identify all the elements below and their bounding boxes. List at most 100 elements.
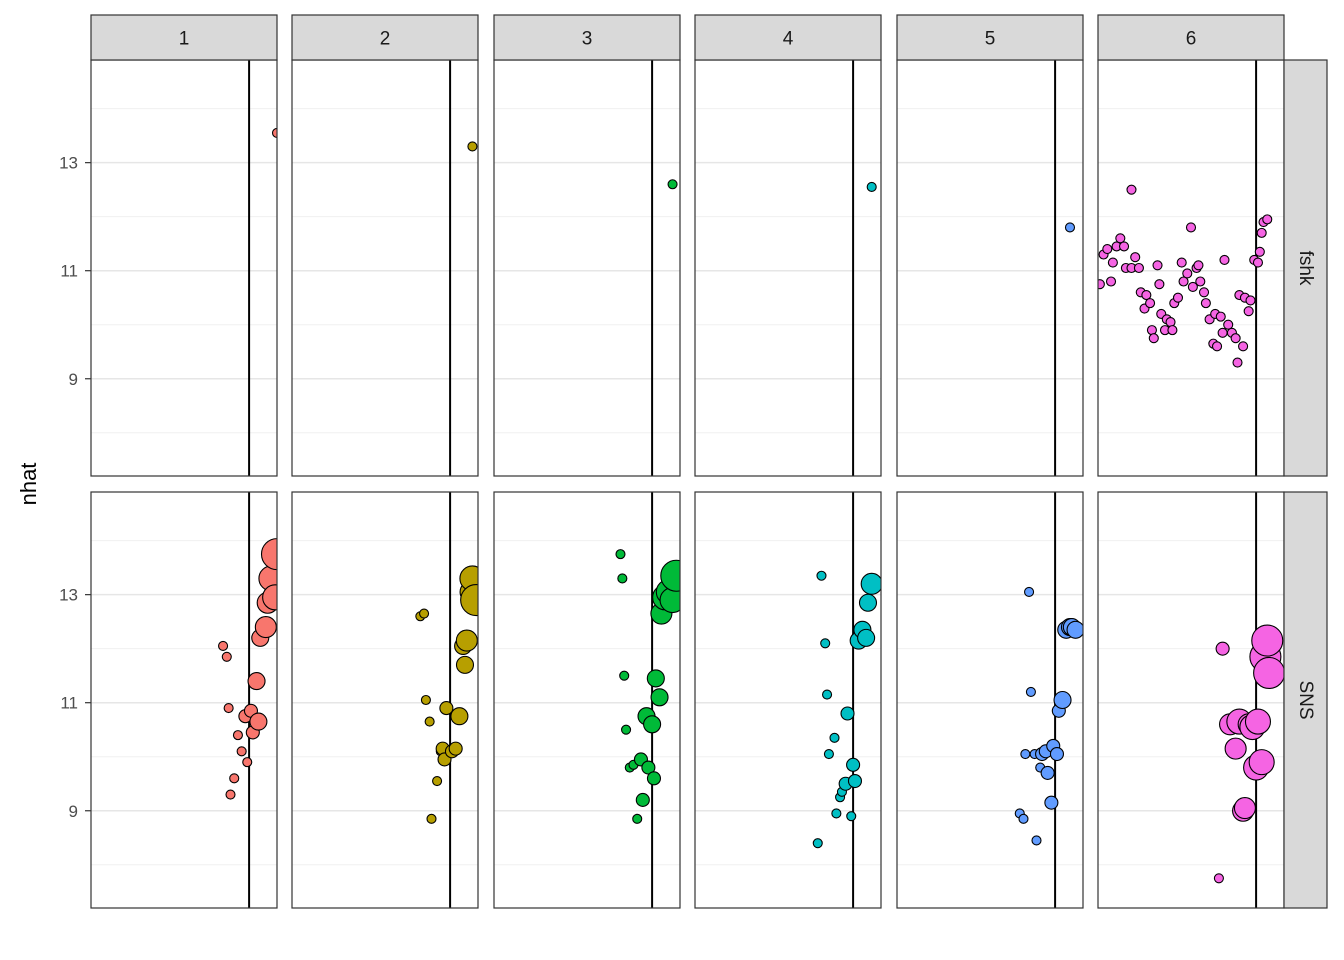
panel-border <box>291 491 479 909</box>
data-point <box>1118 241 1130 252</box>
panel-1-SNS <box>90 491 278 909</box>
data-point <box>1213 873 1224 884</box>
data-point <box>1215 641 1230 656</box>
data-point <box>650 688 669 707</box>
y-tick-label: 13 <box>59 154 78 173</box>
panel-background <box>91 492 277 908</box>
data-point <box>1049 746 1065 762</box>
data-point <box>1256 227 1267 238</box>
data-point <box>1245 295 1256 306</box>
data-point <box>858 593 878 612</box>
data-point <box>840 706 855 721</box>
data-point <box>1167 325 1178 336</box>
data-point <box>242 757 253 768</box>
data-point <box>1200 298 1211 309</box>
data-point <box>1146 325 1157 336</box>
data-point <box>823 748 834 760</box>
data-point <box>1193 260 1204 271</box>
points-group <box>1014 586 1083 846</box>
data-point <box>460 584 478 617</box>
data-point <box>1126 184 1137 195</box>
y-tick-label: 9 <box>69 370 78 389</box>
points-group <box>667 179 678 190</box>
row-strip-label: SNS <box>1295 680 1316 719</box>
column-strip <box>1097 14 1285 61</box>
data-point <box>271 127 277 138</box>
data-point <box>1243 306 1254 317</box>
data-point <box>419 608 430 619</box>
panel-background <box>292 492 478 908</box>
data-point <box>249 712 268 731</box>
points-group <box>271 127 277 138</box>
data-point <box>1217 327 1228 338</box>
data-point <box>1232 357 1243 368</box>
data-point <box>218 640 229 652</box>
column-strip-label: 6 <box>1186 29 1197 50</box>
data-point <box>1133 262 1144 274</box>
data-point <box>1230 333 1241 344</box>
data-point <box>1223 319 1234 330</box>
data-point <box>1040 765 1055 780</box>
data-point <box>646 669 665 688</box>
panel-background <box>494 492 680 908</box>
data-point <box>439 701 454 716</box>
data-point <box>1098 279 1105 290</box>
data-point <box>617 573 628 584</box>
panel-3-fshk <box>493 59 681 477</box>
data-point <box>1262 214 1273 225</box>
data-point <box>467 141 478 152</box>
data-point <box>646 771 662 786</box>
data-point <box>1198 287 1210 298</box>
panel-border <box>896 491 1084 909</box>
data-point <box>1165 316 1176 328</box>
column-strip <box>896 14 1084 61</box>
panel-4-fshk <box>694 59 882 477</box>
data-point <box>229 773 240 784</box>
data-point <box>1251 624 1284 657</box>
data-point <box>846 811 857 822</box>
data-point <box>1107 257 1118 268</box>
data-point <box>1102 244 1113 255</box>
column-strip-label: 2 <box>380 29 391 50</box>
panel-background <box>292 60 478 476</box>
data-point <box>1145 298 1156 309</box>
data-point <box>1172 292 1184 303</box>
data-point <box>236 746 247 757</box>
data-point <box>450 707 469 726</box>
panel-3-SNS <box>493 491 681 909</box>
strip-labels-layer: 1 2 3 4 5 6 fshk SNS <box>90 14 1328 909</box>
y-tick-label: 13 <box>59 586 78 605</box>
data-point <box>1066 620 1083 639</box>
data-point <box>866 181 877 193</box>
data-point <box>632 813 643 824</box>
row-strip <box>1283 491 1328 909</box>
data-point <box>1020 748 1031 760</box>
data-point <box>1185 222 1197 233</box>
column-strip <box>90 14 278 61</box>
data-point <box>1233 797 1256 820</box>
data-point <box>448 741 463 756</box>
row-strip-label: fshk <box>1295 251 1316 286</box>
data-point <box>1248 749 1275 776</box>
data-point <box>455 629 478 652</box>
data-point <box>1252 257 1264 268</box>
column-strip-label: 1 <box>179 29 190 50</box>
data-point <box>420 694 431 706</box>
points-group <box>615 549 680 824</box>
data-point <box>619 670 630 681</box>
data-point <box>1064 222 1076 233</box>
data-point <box>432 775 443 787</box>
column-strip <box>694 14 882 61</box>
y-tick-label: 11 <box>60 262 78 281</box>
data-point <box>1018 813 1029 824</box>
data-point <box>1238 341 1249 352</box>
panel-4-SNS <box>694 491 882 909</box>
data-point <box>635 792 650 807</box>
data-point <box>812 838 823 849</box>
points-group <box>812 570 881 849</box>
data-point <box>1141 289 1152 301</box>
column-strip-label: 3 <box>582 29 593 50</box>
data-point <box>223 703 234 714</box>
data-point <box>1254 246 1265 257</box>
column-strip <box>291 14 479 61</box>
